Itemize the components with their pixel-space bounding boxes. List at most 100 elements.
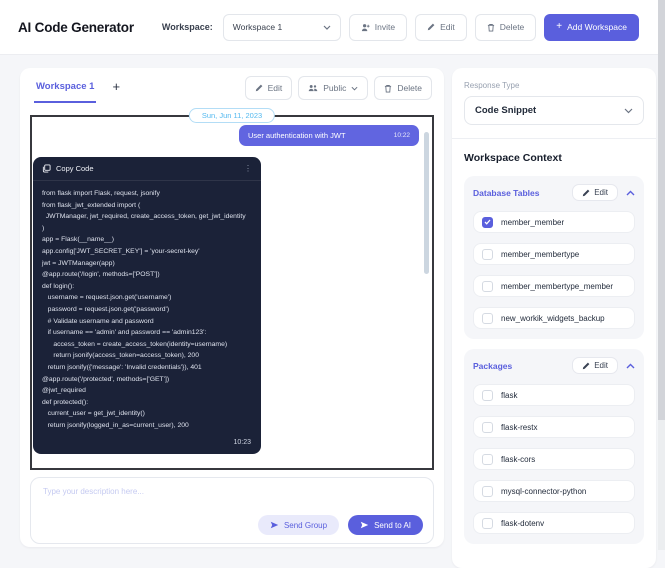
page-scrollbar-thumb[interactable]	[658, 0, 665, 420]
table-item-label: member_member	[501, 217, 565, 227]
checkbox-icon[interactable]	[482, 517, 493, 529]
code-line: return jsonify(access_token=access_token…	[42, 352, 199, 360]
chevron-down-icon	[624, 108, 633, 114]
code-block-header: Copy Code ⋮	[33, 157, 261, 181]
edit-tab-button[interactable]: Edit	[244, 76, 293, 100]
edit-tab-label: Edit	[267, 83, 283, 93]
package-checkbox-item[interactable]: flask-cors	[473, 448, 635, 470]
pencil-icon	[427, 23, 435, 31]
table-checkbox-item[interactable]: new_workik_widgets_backup	[473, 307, 635, 329]
collapse-database-tables-icon[interactable]	[626, 190, 635, 196]
collapse-packages-icon[interactable]	[626, 363, 635, 369]
table-checkbox-item[interactable]: member_member	[473, 211, 635, 233]
chevron-down-icon	[351, 86, 358, 91]
code-line: jwt = JWTManager(app)	[42, 259, 115, 267]
code-line: return jsonify(logged_in_as=current_user…	[42, 421, 189, 429]
edit-packages-label: Edit	[594, 361, 608, 370]
user-message-bubble: User authentication with JWT 10:22	[239, 125, 419, 146]
page-scrollbar[interactable]	[658, 0, 665, 550]
code-line: JWTManager, jwt_required, create_access_…	[42, 213, 246, 221]
send-group-button[interactable]: Send Group	[257, 515, 340, 535]
chat-panel: Sun, Jun 11, 2023 User authentication wi…	[30, 108, 434, 470]
code-line: from flask_jwt_extended import (	[42, 201, 141, 209]
pencil-icon	[582, 189, 590, 197]
add-workspace-button[interactable]: + Add Workspace	[544, 13, 639, 41]
database-tables-header: Database Tables Edit	[473, 184, 635, 201]
package-checkbox-item[interactable]: flask	[473, 384, 635, 406]
workspace-card: Workspace 1 + Edit Public	[20, 68, 444, 547]
package-checkbox-item[interactable]: flask-dotenv	[473, 512, 635, 534]
add-tab-button[interactable]: +	[112, 79, 121, 94]
copy-code-button[interactable]: Copy Code	[56, 164, 94, 173]
response-type-select[interactable]: Code Snippet	[464, 96, 644, 125]
trash-icon	[487, 23, 495, 32]
checkbox-icon[interactable]	[482, 453, 493, 465]
context-sidebar: Response Type Code Snippet Workspace Con…	[452, 68, 656, 568]
code-line: from flask import Flask, request, jsonif…	[42, 190, 160, 197]
delete-tab-label: Delete	[397, 83, 422, 93]
edit-packages-button[interactable]: Edit	[572, 357, 618, 374]
delete-tab-button[interactable]: Delete	[374, 76, 432, 100]
chat-scrollbar[interactable]	[424, 132, 429, 274]
send-to-ai-button[interactable]: Send to AI	[348, 515, 423, 535]
message-input-placeholder: Type your description here...	[43, 487, 144, 496]
app-header: AI Code Generator Workspace: Workspace 1…	[0, 0, 665, 55]
tab-workspace-1[interactable]: Workspace 1	[34, 76, 97, 103]
code-line: # Validate username and password	[42, 317, 154, 325]
code-line: if username == 'admin' and password == '…	[42, 329, 207, 337]
copy-icon	[42, 164, 51, 173]
packages-section: Packages Edit flask flask-restx	[464, 349, 644, 544]
code-body: from flask import Flask, request, jsonif…	[33, 181, 261, 431]
database-tables-label: Database Tables	[473, 187, 540, 198]
invite-button[interactable]: Invite	[348, 13, 408, 41]
checkbox-icon[interactable]	[482, 389, 493, 401]
response-type-value: Code Snippet	[475, 105, 537, 116]
checkbox-icon[interactable]	[482, 312, 493, 324]
package-checkbox-item[interactable]: mysql-connector-python	[473, 480, 635, 502]
packages-label: Packages	[473, 360, 513, 371]
send-buttons-row: Send Group Send to AI	[257, 515, 423, 535]
visibility-label: Public	[323, 83, 347, 93]
invite-button-label: Invite	[374, 22, 396, 32]
checkbox-icon[interactable]	[482, 280, 493, 292]
checkbox-icon[interactable]	[482, 248, 493, 260]
pencil-icon	[582, 362, 590, 370]
tab-actions: Edit Public Delete	[244, 76, 432, 100]
kebab-menu-icon[interactable]: ⋮	[244, 163, 252, 173]
message-input[interactable]: Type your description here... Send Group…	[30, 477, 434, 544]
table-checkbox-item[interactable]: member_membertype	[473, 243, 635, 265]
edit-database-tables-label: Edit	[594, 188, 608, 197]
package-checkbox-item[interactable]: flask-restx	[473, 416, 635, 438]
package-item-label: mysql-connector-python	[501, 486, 587, 496]
send-icon	[360, 521, 369, 529]
checkbox-icon[interactable]	[482, 216, 493, 228]
code-line: app.config['JWT_SECRET_KEY'] = 'your-sec…	[42, 247, 200, 255]
database-tables-section: Database Tables Edit member_member membe…	[464, 176, 644, 339]
workspace-label: Workspace:	[161, 22, 213, 32]
edit-database-tables-button[interactable]: Edit	[572, 184, 618, 201]
app-title: AI Code Generator	[18, 19, 134, 35]
response-type-label: Response Type	[464, 81, 520, 90]
table-checkbox-item[interactable]: member_membertype_member	[473, 275, 635, 297]
checkbox-icon[interactable]	[482, 485, 493, 497]
user-message-time: 10:22	[393, 132, 410, 139]
table-item-label: member_membertype_member	[501, 281, 614, 291]
packages-header: Packages Edit	[473, 357, 635, 374]
code-line: current_user = get_jwt_identity()	[42, 410, 145, 418]
code-line: app = Flask(__name__)	[42, 236, 114, 244]
code-line: )	[42, 224, 45, 232]
code-line: password = request.json.get('password')	[42, 305, 170, 313]
package-item-label: flask-restx	[501, 422, 538, 432]
code-line: @jwt_required	[42, 387, 86, 395]
delete-workspace-button[interactable]: Delete	[474, 13, 537, 41]
sidebar-divider	[452, 138, 656, 139]
send-icon	[270, 521, 279, 529]
workspace-select[interactable]: Workspace 1	[222, 13, 341, 41]
header-actions: Workspace: Workspace 1 Invite Edit Delet…	[161, 13, 639, 41]
visibility-dropdown[interactable]: Public	[298, 76, 369, 100]
checkbox-icon[interactable]	[482, 421, 493, 433]
edit-workspace-button[interactable]: Edit	[415, 13, 467, 41]
add-workspace-label: Add Workspace	[567, 22, 627, 32]
code-line: def login():	[42, 282, 75, 290]
package-item-label: flask-dotenv	[501, 518, 545, 528]
